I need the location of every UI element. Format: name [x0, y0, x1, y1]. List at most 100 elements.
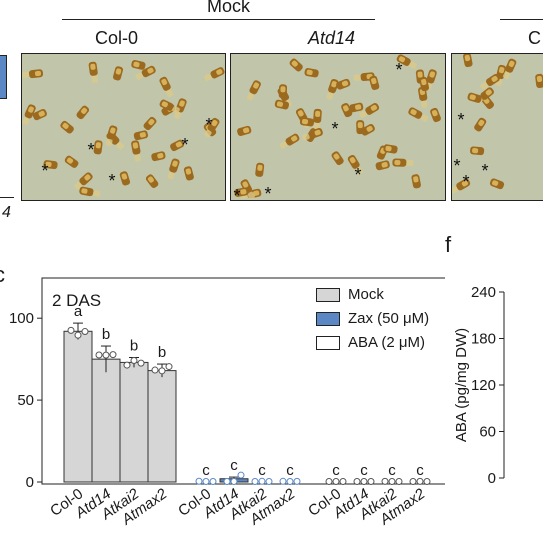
seed	[278, 84, 288, 99]
seed-highlight	[472, 148, 479, 154]
seed-radicle	[406, 159, 414, 167]
panel-letter-fragment: c	[0, 262, 5, 288]
seed	[255, 162, 265, 177]
seed-highlight	[306, 69, 313, 76]
seed-radicle	[204, 73, 212, 81]
legend-swatch-mock	[316, 287, 340, 302]
seed	[336, 78, 351, 90]
col0-column-label: Col-0	[95, 28, 139, 48]
bar	[63, 330, 93, 483]
replicate-dot	[230, 478, 238, 485]
seed	[204, 67, 225, 81]
y-tick-label: 240	[471, 284, 496, 301]
legend-swatch-zax	[316, 311, 340, 326]
seed-radicle	[420, 114, 429, 122]
seed	[131, 60, 146, 70]
legend-item-mock: Mock	[316, 286, 384, 303]
bar	[119, 361, 149, 483]
seed-radicle	[421, 100, 428, 108]
seed-radicle	[135, 72, 144, 80]
germination-asterisk: *	[41, 161, 48, 181]
seed	[143, 116, 157, 131]
replicate-dot	[109, 351, 117, 359]
seed-radicle	[174, 111, 182, 119]
seed	[159, 99, 180, 114]
seed	[145, 174, 159, 188]
seed-radicle	[22, 117, 30, 125]
seed-highlight	[417, 71, 423, 78]
germination-asterisk: *	[205, 115, 212, 135]
germination-asterisk: *	[395, 60, 402, 80]
seed	[299, 117, 315, 127]
seed-radicle	[172, 106, 180, 114]
seed	[503, 58, 517, 80]
seed-highlight	[62, 122, 69, 129]
legend-label-mock: Mock	[348, 286, 384, 303]
significance-letter: c	[202, 462, 210, 479]
seed-highlight	[121, 173, 128, 180]
replicate-dot	[195, 477, 203, 485]
seed	[408, 107, 429, 122]
replicate-dot	[265, 478, 273, 485]
seed-highlight	[331, 81, 337, 88]
seed-highlight	[81, 107, 88, 114]
seed-highlight	[357, 122, 363, 129]
seed	[359, 102, 380, 118]
seed-highlight	[297, 110, 304, 117]
seed	[279, 133, 300, 149]
seed	[131, 140, 141, 162]
germination-asterisk: *	[108, 171, 115, 191]
seed	[375, 160, 390, 171]
replicate-dot	[293, 477, 301, 485]
seed	[60, 120, 74, 134]
seed-radicle	[74, 182, 82, 190]
seed-highlight	[413, 176, 419, 183]
seed-highlight	[469, 94, 476, 100]
photo-panel-col0: * * * * *	[21, 53, 226, 201]
replicate-dot	[95, 351, 103, 359]
seed-highlight	[485, 89, 492, 96]
replicate-dot	[367, 477, 375, 485]
seed-radicle	[503, 71, 511, 80]
mock-header-label: Mock	[207, 0, 251, 16]
replicate-dot	[325, 478, 333, 485]
replicate-dot	[395, 478, 403, 485]
seed	[304, 68, 319, 78]
y-axis-label: ABA (pg/mg DW)	[453, 328, 470, 442]
seed-highlight	[38, 110, 45, 117]
seed-highlight	[464, 54, 471, 62]
seed-radicle	[166, 89, 174, 98]
significance-letter: c	[286, 462, 294, 479]
seed-highlight	[394, 159, 401, 166]
seed-radicle	[279, 141, 288, 149]
replicate-dot	[409, 478, 417, 485]
seed-highlight	[216, 69, 223, 75]
seed-highlight	[45, 161, 52, 167]
seed	[369, 75, 380, 91]
germination-asterisk: *	[457, 110, 464, 130]
replicate-dot	[123, 361, 131, 369]
seed	[88, 61, 98, 83]
y-tick-label: 180	[471, 331, 496, 348]
significance-letter: a	[74, 303, 83, 320]
seed-radicle	[480, 82, 488, 90]
seed-highlight	[276, 101, 284, 107]
seed-highlight	[211, 119, 218, 127]
seed	[22, 104, 36, 125]
seed-highlight	[291, 135, 298, 142]
replicate-dot	[102, 351, 110, 359]
seed-radicle	[409, 61, 417, 69]
replicate-dot	[151, 366, 159, 374]
significance-letter: b	[130, 338, 138, 355]
significance-letter: c	[258, 462, 266, 479]
seed-highlight	[161, 101, 168, 108]
germination-asterisk: *	[87, 140, 94, 160]
seed-highlight	[115, 68, 122, 75]
seed	[535, 73, 543, 88]
seed-highlight	[172, 160, 178, 167]
seed	[76, 105, 90, 120]
y-tick-label: 0	[26, 474, 34, 491]
germination-asterisk: *	[354, 165, 361, 185]
photo-panel-atd14: * * * * *	[230, 53, 446, 201]
seed	[43, 160, 58, 170]
